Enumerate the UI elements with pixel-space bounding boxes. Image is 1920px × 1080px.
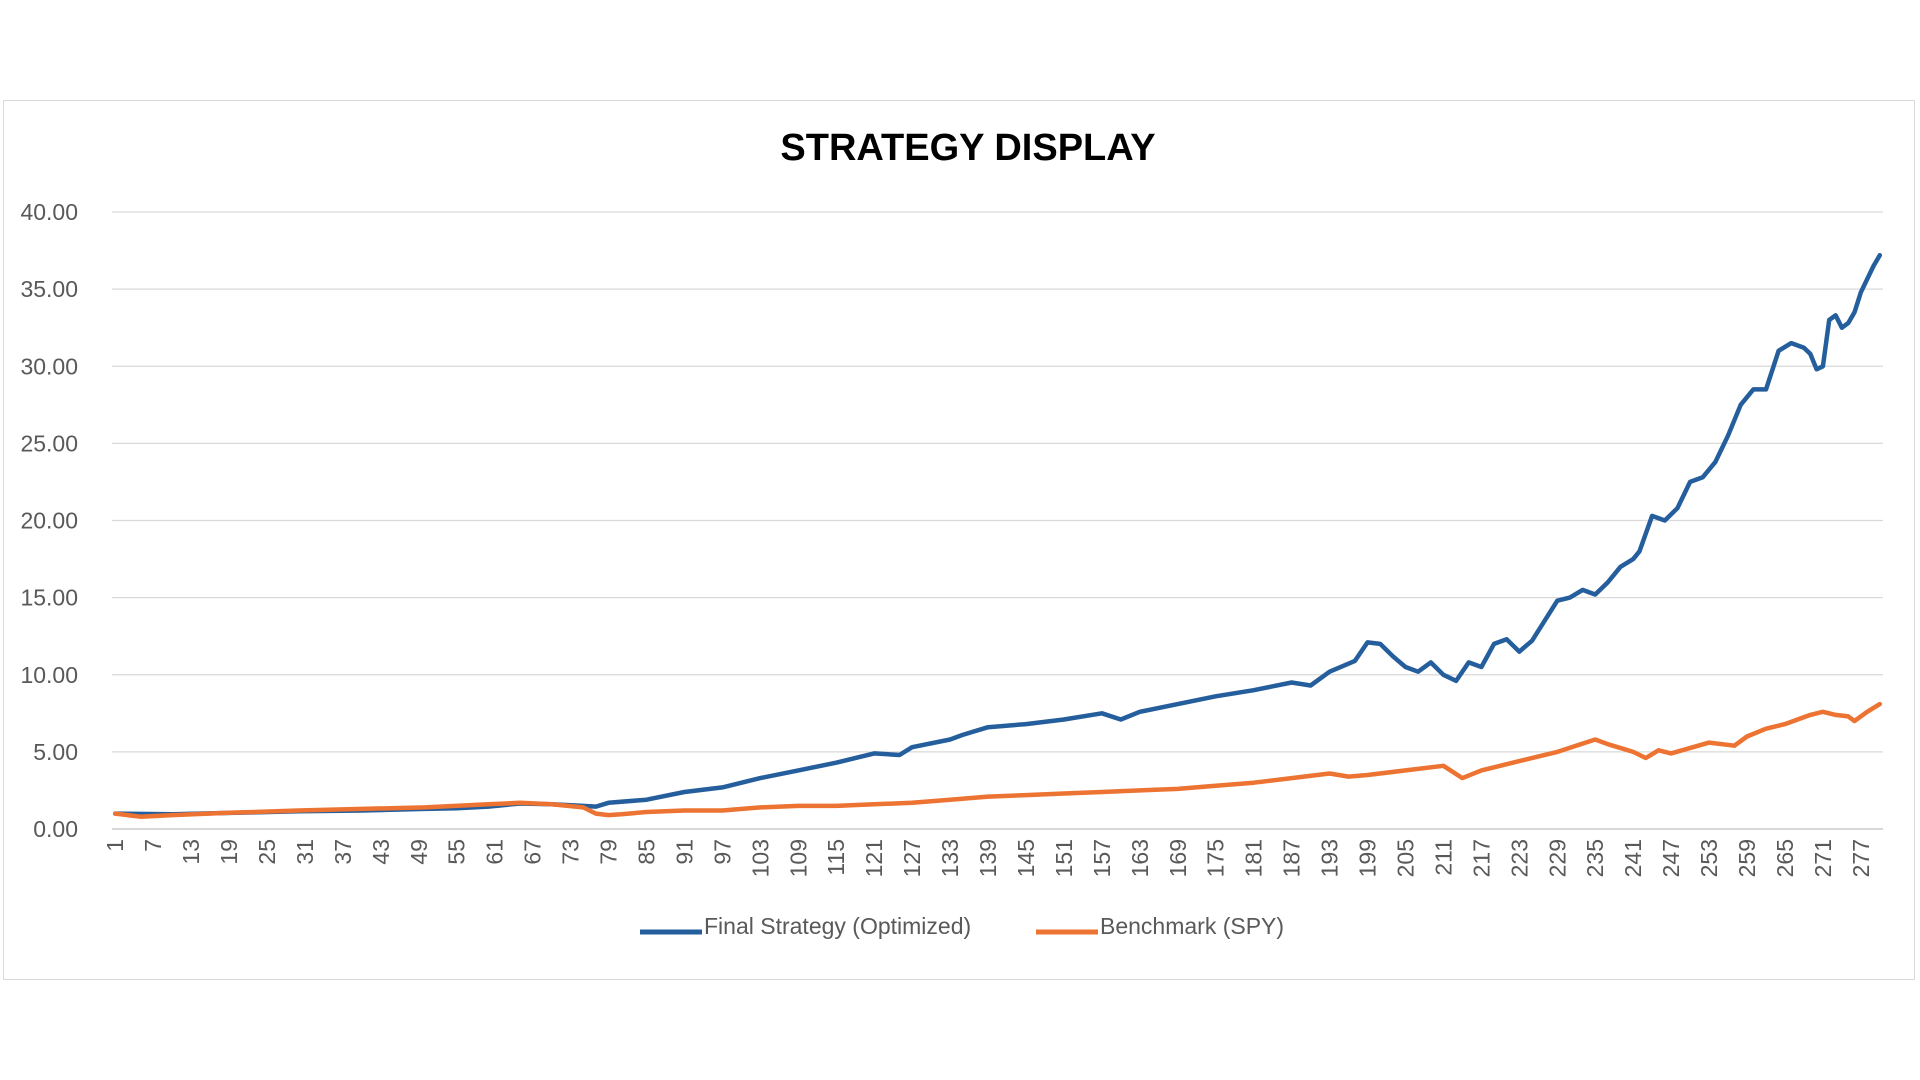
x-tick-label: 7 — [140, 839, 166, 852]
x-tick-label: 217 — [1468, 839, 1494, 877]
gridlines — [112, 211, 1883, 830]
x-tick-label: 175 — [1203, 839, 1229, 877]
y-tick-label: 20.00 — [20, 508, 78, 534]
y-tick-label: 30.00 — [20, 353, 78, 379]
x-tick-label: 73 — [558, 839, 584, 865]
chart-area — [3, 100, 1915, 980]
x-tick-label: 235 — [1582, 839, 1608, 877]
x-tick-label: 253 — [1696, 839, 1722, 877]
y-tick-label: 0.00 — [33, 816, 78, 842]
x-tick-label: 19 — [216, 839, 242, 865]
x-tick-label: 271 — [1810, 839, 1836, 877]
x-tick-label: 1 — [102, 839, 128, 852]
x-tick-label: 55 — [444, 839, 470, 865]
x-tick-label: 193 — [1317, 839, 1343, 877]
x-tick-label: 187 — [1279, 839, 1305, 877]
y-axis-tick-labels: 0.00 5.00 10.00 15.00 20.00 25.00 30.00 35.00 40… — [20, 199, 78, 842]
x-tick-label: 259 — [1734, 839, 1760, 877]
y-tick-label: 35.00 — [20, 276, 78, 302]
x-axis-tick-labels: 1 7 13 19 25 31 37 43 49 55 61 67 73 79 85 91 97 103 109 11… — [102, 839, 1874, 877]
x-tick-label: 103 — [747, 839, 773, 877]
y-tick-label: 5.00 — [33, 739, 78, 765]
legend: Final Strategy (Optimized) Benchmark (SPY… — [640, 913, 1284, 939]
y-tick-label: 40.00 — [20, 199, 78, 225]
x-tick-label: 169 — [1165, 839, 1191, 877]
series-line-final-strategy — [112, 252, 1883, 817]
x-tick-label: 121 — [861, 839, 887, 877]
x-tick-label: 145 — [1013, 839, 1039, 877]
legend-label: Benchmark (SPY) — [1100, 913, 1284, 939]
x-tick-label: 157 — [1089, 839, 1115, 877]
x-tick-label: 67 — [520, 839, 546, 865]
legend-item: Final Strategy (Optimized) — [640, 913, 971, 939]
x-tick-label: 211 — [1430, 839, 1456, 876]
series-lines — [112, 252, 1883, 819]
x-tick-label: 79 — [596, 839, 622, 865]
x-tick-label: 91 — [671, 839, 697, 865]
x-tick-label: 115 — [823, 839, 849, 876]
x-tick-label: 277 — [1848, 839, 1874, 877]
x-tick-label: 109 — [785, 839, 811, 877]
x-tick-label: 37 — [330, 839, 356, 865]
series-line-benchmark — [112, 701, 1883, 819]
x-tick-label: 61 — [482, 839, 508, 865]
x-tick-label: 199 — [1355, 839, 1381, 877]
chart-title: STRATEGY DISPLAY — [780, 127, 1155, 169]
x-tick-label: 97 — [709, 839, 735, 865]
x-tick-label: 223 — [1506, 839, 1532, 877]
x-tick-label: 85 — [633, 839, 659, 865]
y-tick-label: 25.00 — [20, 430, 78, 456]
y-tick-label: 15.00 — [20, 585, 78, 611]
x-tick-label: 139 — [975, 839, 1001, 877]
x-tick-label: 43 — [368, 839, 394, 865]
x-tick-label: 13 — [178, 839, 204, 865]
x-tick-label: 31 — [292, 839, 318, 865]
x-tick-label: 265 — [1772, 839, 1798, 877]
x-tick-label: 151 — [1051, 839, 1077, 877]
x-tick-label: 127 — [899, 839, 925, 877]
x-tick-label: 247 — [1658, 839, 1684, 877]
legend-label: Final Strategy (Optimized) — [704, 913, 971, 939]
x-tick-label: 133 — [937, 839, 963, 877]
x-tick-label: 163 — [1127, 839, 1153, 877]
x-tick-label: 205 — [1392, 839, 1418, 877]
y-tick-label: 10.00 — [20, 662, 78, 688]
x-tick-label: 181 — [1241, 839, 1267, 877]
x-tick-label: 229 — [1544, 839, 1570, 877]
x-tick-label: 25 — [254, 839, 280, 865]
legend-item: Benchmark (SPY) — [1036, 913, 1284, 939]
x-tick-label: 241 — [1620, 839, 1646, 877]
x-tick-label: 49 — [406, 839, 432, 865]
